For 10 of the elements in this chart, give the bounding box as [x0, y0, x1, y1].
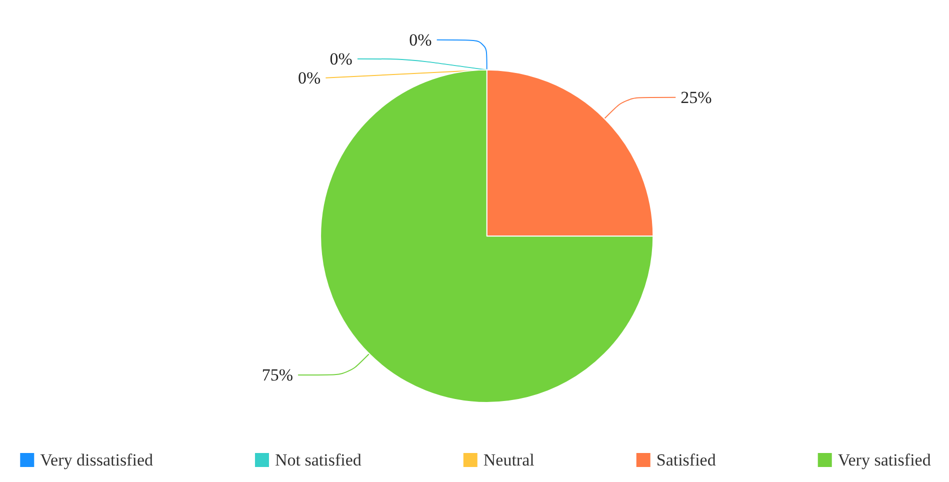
legend-label: Satisfied — [656, 450, 716, 470]
legend-label: Neutral — [483, 450, 535, 470]
data-label: 25% — [680, 88, 712, 107]
legend-label: Very satisfied — [838, 450, 932, 470]
legend-label: Very dissatisfied — [40, 450, 154, 470]
legend-label: Not satisfied — [274, 450, 362, 470]
data-label: 75% — [262, 365, 294, 384]
text: 0% — [298, 68, 321, 88]
text: 0% — [330, 49, 352, 68]
text: 0% — [409, 30, 432, 50]
